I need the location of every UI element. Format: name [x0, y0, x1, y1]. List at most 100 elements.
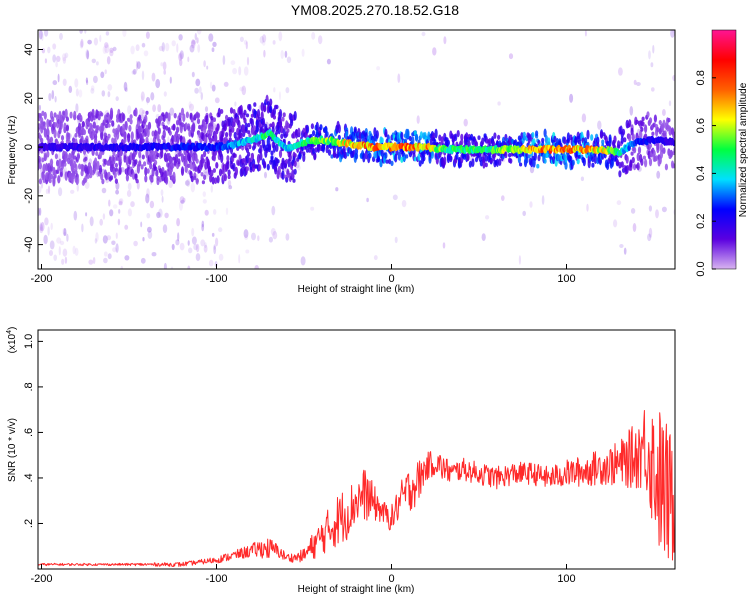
spectrogram-speckle — [58, 246, 61, 256]
spectrogram-cell — [112, 156, 116, 165]
spectrogram-cell — [337, 124, 341, 134]
spectrogram-cell — [105, 123, 109, 129]
spectrogram-cell — [247, 122, 251, 128]
spectrogram-cell — [244, 122, 248, 132]
spectrogram-cell — [252, 163, 256, 172]
spectrogram-speckle — [613, 219, 618, 228]
colorbar-tick-label: 0.2 — [695, 214, 707, 229]
spectrogram-cell — [266, 163, 270, 171]
spectrogram-cell — [209, 174, 213, 183]
spectrogram-speckle — [136, 61, 141, 69]
spectrogram-speckle — [145, 193, 150, 204]
spectrogram-speckle — [164, 212, 169, 219]
spectrogram-speckle — [38, 185, 42, 194]
spectrogram-cell — [591, 156, 595, 163]
spectrogram-cell — [633, 163, 637, 171]
spectrogram-cell — [285, 177, 289, 183]
spectrogram-speckle — [201, 223, 205, 232]
spectrogram-speckle — [105, 31, 110, 36]
spectrogram-cell — [245, 166, 250, 172]
spectrogram-speckle — [141, 42, 146, 48]
snr-y-axis-label: SNR (10 * v/v) — [7, 418, 18, 482]
spectrogram-speckle — [130, 45, 135, 55]
spectrogram-speckle — [208, 259, 214, 267]
spectrogram-cell — [94, 136, 98, 145]
spectrogram-cell — [205, 114, 209, 125]
spectrogram-cell — [229, 107, 234, 114]
spectrogram-speckle — [373, 255, 378, 261]
spectrogram-cell — [672, 163, 675, 169]
spectrogram-speckle — [301, 48, 305, 57]
snr-x-axis-label: Height of straight line (km) — [298, 584, 415, 595]
spectrogram-cell — [446, 139, 450, 146]
spectrogram-cell — [508, 153, 512, 158]
spectrogram-cell — [275, 143, 279, 152]
spectrogram-speckle — [146, 188, 150, 198]
spectrogram-cell — [443, 156, 447, 166]
spectrogram-cell — [118, 154, 122, 164]
spectrogram-cell — [143, 161, 147, 167]
spectrogram-cell — [62, 111, 66, 121]
spectrogram-speckle — [366, 197, 369, 203]
spectrogram-speckle — [106, 56, 111, 65]
spectrogram-speckle — [190, 39, 196, 49]
spectrogram-cell — [78, 163, 82, 170]
spectrogram-speckle — [163, 262, 167, 269]
spectrogram-speckle — [158, 45, 164, 52]
spectrogram-speckle — [443, 36, 447, 45]
spectrogram-speckle — [85, 49, 89, 59]
spectrogram-cell — [38, 155, 41, 163]
spectrogram-speckle — [187, 265, 191, 269]
spectrogram-speckle — [213, 245, 217, 255]
spectrogram-speckle — [186, 178, 191, 187]
spectrogram-speckle — [178, 34, 183, 41]
spectrogram-cell — [563, 136, 567, 145]
spectrogram-cell — [46, 127, 50, 138]
spectrogram-cell — [312, 130, 316, 137]
spectrogram-cell — [272, 107, 276, 116]
spectrogram-cell — [141, 154, 145, 160]
spectrogram-speckle — [123, 81, 128, 92]
spectrogram-speckle — [244, 234, 249, 240]
spectrogram-cell — [146, 127, 150, 138]
spectrogram-y-ticks: -40 -20 0 20 40 — [23, 43, 43, 253]
spectrogram-speckle — [397, 73, 401, 83]
spectrogram-cell — [274, 166, 278, 172]
spectrogram-cell — [43, 127, 47, 138]
spectrogram-cell — [577, 154, 582, 159]
spectrogram-cell — [384, 128, 388, 137]
spectrogram-cell — [269, 107, 273, 114]
spectrogram-cell — [38, 123, 41, 130]
spectrogram-speckle — [53, 254, 57, 261]
spectrogram-speckle — [115, 189, 119, 195]
spectrogram-speckle — [463, 118, 468, 127]
spectrogram-speckle — [149, 200, 155, 209]
spectrogram-speckle — [194, 33, 197, 41]
spectrogram-speckle — [180, 199, 185, 204]
spectrogram-cell — [223, 123, 227, 132]
figure-title: YM08.2025.270.18.52.G18 — [291, 2, 459, 18]
snr-line — [38, 410, 675, 567]
spectrogram-cell — [664, 163, 669, 171]
spectrogram-speckle — [48, 93, 52, 101]
spectrogram-cell — [276, 159, 280, 164]
spectrogram-cell — [155, 169, 159, 177]
spectrogram-cell — [574, 137, 578, 144]
spectrogram-cell — [204, 137, 208, 145]
spectrogram-speckle — [66, 233, 69, 242]
spectrogram-cell — [180, 166, 185, 176]
spectrogram-speckle — [161, 195, 164, 203]
spectrogram-cell — [400, 156, 404, 163]
spectrogram-speckle — [41, 31, 44, 41]
spectrogram-cell — [394, 153, 398, 163]
spectrogram-speckle — [44, 58, 48, 64]
spectrogram-speckle — [187, 56, 190, 63]
spectrogram-speckle — [580, 176, 585, 182]
spectrogram-speckle — [84, 181, 90, 189]
spectrogram-cell — [641, 116, 645, 122]
spectrogram-cell — [38, 113, 43, 119]
spectrogram-y-tick-label: -40 — [23, 237, 35, 253]
spectrogram-cell — [243, 109, 247, 116]
spectrogram-x-ticks: -200 -100 0 100 — [30, 264, 576, 285]
spectrogram-cell — [59, 171, 63, 178]
